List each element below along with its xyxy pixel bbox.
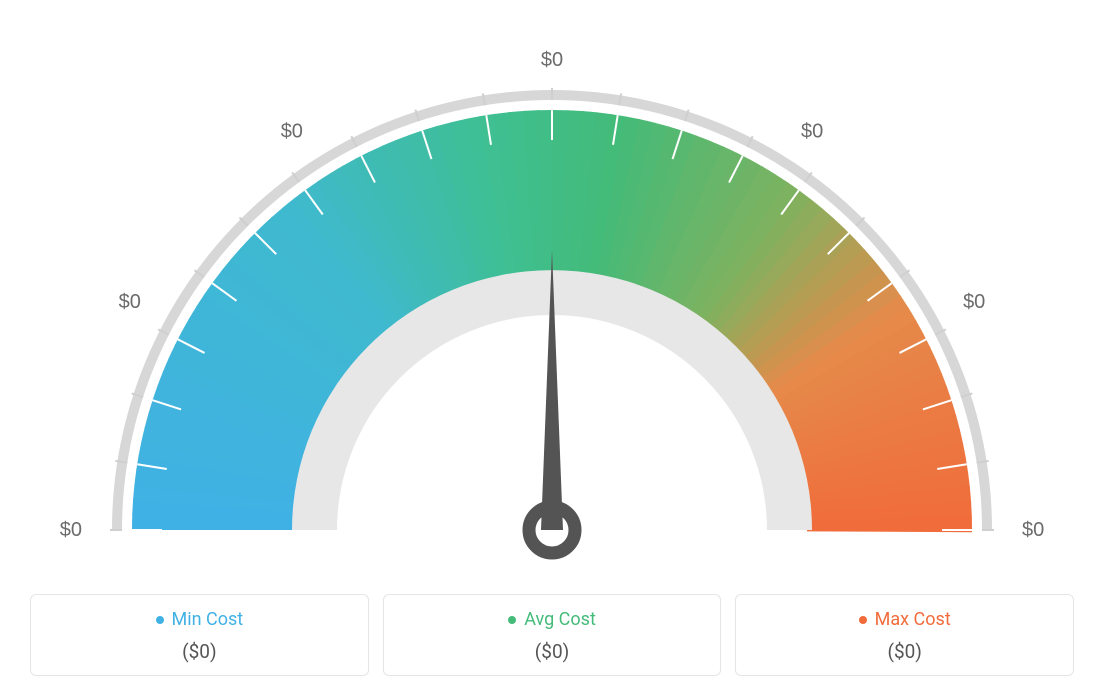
legend-label: Max Cost [875, 609, 951, 630]
gauge-svg: $0 $0 $0 $0 $0 $0 $0 [22, 0, 1082, 560]
legend-label: Avg Cost [524, 609, 596, 630]
svg-text:$0: $0 [801, 120, 823, 142]
dot-icon [508, 616, 516, 624]
dot-icon [859, 616, 867, 624]
legend-card-max: Max Cost ($0) [735, 594, 1074, 677]
legend-card-min: Min Cost ($0) [30, 594, 369, 677]
legend-title-avg: Avg Cost [508, 609, 596, 630]
legend-title-min: Min Cost [156, 609, 244, 630]
legend-row: Min Cost ($0) Avg Cost ($0) Max Cost ($0… [0, 594, 1104, 677]
legend-card-avg: Avg Cost ($0) [383, 594, 722, 677]
svg-text:$0: $0 [541, 49, 563, 71]
legend-title-max: Max Cost [859, 609, 951, 630]
dot-icon [156, 616, 164, 624]
svg-text:$0: $0 [60, 519, 82, 541]
svg-text:$0: $0 [119, 291, 141, 313]
legend-value: ($0) [746, 640, 1063, 663]
legend-value: ($0) [394, 640, 711, 663]
legend-label: Min Cost [172, 609, 244, 630]
svg-text:$0: $0 [281, 120, 303, 142]
svg-text:$0: $0 [963, 291, 985, 313]
svg-text:$0: $0 [1022, 519, 1044, 541]
gauge-chart: $0 $0 $0 $0 $0 $0 $0 [22, 0, 1082, 564]
legend-value: ($0) [41, 640, 358, 663]
